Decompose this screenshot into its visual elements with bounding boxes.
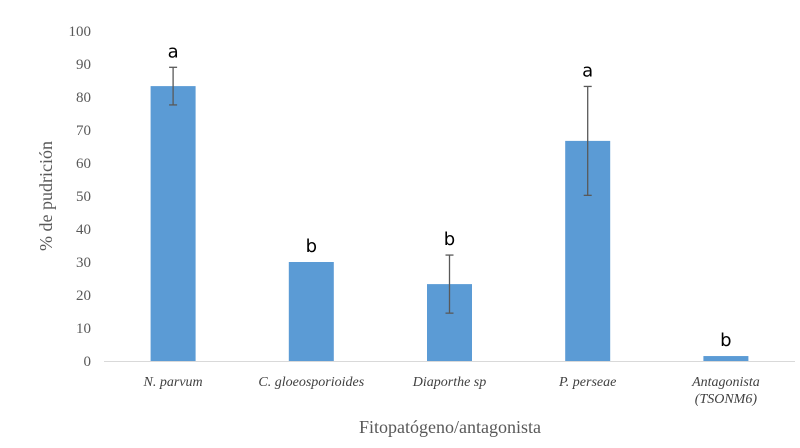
bar [703, 356, 749, 361]
x-tick-label: Antagonista (TSONM6) [691, 375, 760, 407]
bar [288, 262, 334, 361]
y-tick-label: 10 [76, 321, 91, 337]
x-tick-label: C. gloeosporioides [258, 375, 364, 390]
significance-label: a [168, 41, 179, 62]
y-tick-label: 60 [76, 156, 91, 172]
significance-label: a [582, 60, 593, 81]
y-tick-label: 40 [76, 222, 91, 238]
x-tick-label: N. parvum [143, 375, 203, 390]
x-axis-categories: N. parvum C. gloeosporioides Diaporthe sp P… [143, 375, 760, 407]
y-tick-label: 50 [76, 189, 91, 205]
y-tick-label: 70 [76, 123, 91, 139]
significance-labels: a b b a b [168, 41, 732, 351]
significance-label: b [306, 236, 317, 257]
y-tick-label: 80 [76, 90, 91, 106]
bars [150, 86, 749, 362]
error-bars [169, 66, 592, 314]
y-tick-label: 20 [76, 288, 91, 304]
y-tick-label: 0 [84, 354, 92, 370]
bar [150, 86, 196, 362]
y-tick-label: 100 [69, 24, 92, 40]
y-axis-ticks: 0 10 20 30 40 50 60 70 80 90 100 [69, 24, 92, 370]
x-tick-label: Diaporthe sp [412, 375, 487, 390]
significance-label: b [720, 330, 731, 351]
x-tick-label: P. perseae [558, 375, 616, 390]
x-axis-title: Fitopatógeno/antagonista [359, 417, 541, 437]
error-bar [445, 254, 454, 314]
y-axis-title: % de pudrición [36, 141, 56, 251]
y-tick-label: 90 [76, 57, 91, 73]
significance-label: b [444, 229, 455, 250]
y-tick-label: 30 [76, 255, 91, 271]
error-bar [169, 66, 178, 106]
error-bar [583, 85, 592, 196]
